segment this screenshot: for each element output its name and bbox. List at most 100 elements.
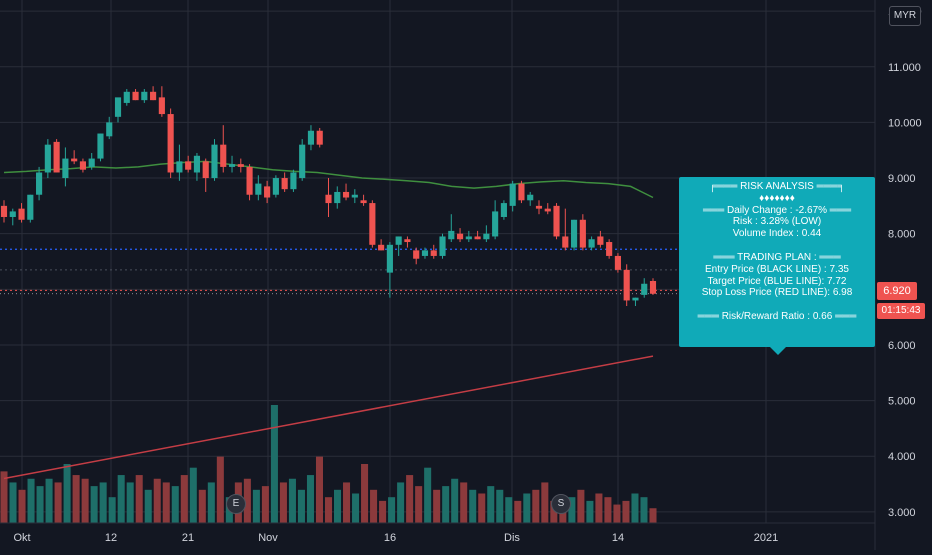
- y-tick-label: 11.000: [888, 62, 921, 74]
- candle-body: [272, 178, 279, 195]
- candle-body: [579, 219, 586, 248]
- candle-body: [439, 236, 446, 256]
- volume-bar: [162, 482, 170, 523]
- candle-body: [413, 250, 420, 259]
- candle-body: [97, 133, 104, 159]
- candle-body: [614, 255, 621, 270]
- candle-body: [570, 219, 578, 248]
- volume-bar: [333, 489, 342, 523]
- candle-body: [176, 161, 183, 173]
- candle-body: [220, 144, 227, 167]
- candle-body: [211, 144, 218, 179]
- volume-bar: [81, 478, 89, 523]
- x-tick-label: 16: [384, 532, 396, 544]
- candle-body: [123, 91, 130, 103]
- volume-bar: [595, 493, 603, 523]
- volume-bar: [36, 486, 44, 523]
- candle-body: [167, 114, 174, 173]
- candle-body: [632, 297, 639, 301]
- candle-body: [88, 158, 95, 167]
- candle-body: [588, 239, 595, 248]
- candle-body: [71, 158, 78, 162]
- risk-analysis-panel: ╒═══ RISK ANALYSIS ═══╕ ♦♦♦♦♦♦♦ ═══ Dail…: [679, 177, 875, 347]
- indicator-lines: [0, 160, 875, 480]
- volume-bar: [90, 486, 98, 523]
- candle-body: [44, 144, 51, 173]
- candle-body: [421, 250, 429, 256]
- target-price-text: Target Price (BLUE LINE): 7.72: [707, 275, 847, 287]
- candle-body: [53, 141, 60, 173]
- candle-body: [509, 183, 516, 206]
- volume-bar: [144, 489, 152, 523]
- volume-bar: [54, 482, 62, 523]
- x-tick-label: 21: [182, 532, 194, 544]
- volume-bar: [45, 478, 53, 523]
- y-tick-label: 5.000: [888, 396, 916, 408]
- volume-bar: [72, 475, 80, 523]
- candle-body: [114, 97, 122, 117]
- candle-body: [544, 208, 551, 212]
- risk-diamonds: ♦♦♦♦♦♦♦: [759, 192, 795, 204]
- candle-body: [141, 91, 148, 101]
- volume-bar: [568, 497, 576, 523]
- volume-bar: [288, 478, 296, 523]
- volume-bar: [189, 467, 197, 523]
- volume-bar: [613, 504, 621, 523]
- candle-body: [527, 194, 534, 201]
- candle-body: [623, 269, 630, 301]
- candle-body: [27, 194, 34, 220]
- volume-bar: [171, 486, 179, 523]
- volume-index-text: Volume Index : 0.44: [732, 228, 822, 240]
- volume-bar: [649, 508, 657, 523]
- risk-title: ╒═══ RISK ANALYSIS ═══╕: [709, 181, 845, 192]
- risk-reward-text: ═══ Risk/Reward Ratio : 0.66 ═══: [697, 311, 857, 323]
- candle-body: [395, 236, 402, 245]
- candle-body: [316, 130, 323, 145]
- candle-body: [228, 164, 236, 167]
- volume-bar: [63, 464, 71, 523]
- candle-body: [448, 230, 455, 240]
- candles[interactable]: [0, 86, 657, 307]
- volume-bar: [279, 482, 287, 523]
- candle-body: [360, 200, 367, 204]
- volume-bar: [315, 456, 324, 523]
- y-tick-label: 10.000: [888, 117, 922, 129]
- volume-bar: [153, 478, 161, 523]
- earnings-event-icon[interactable]: E: [226, 494, 246, 514]
- volume-bar: [324, 497, 333, 523]
- currency-badge[interactable]: MYR: [889, 6, 921, 26]
- daily-change-text: ═══ Daily Change : -2.67% ═══: [702, 204, 852, 216]
- entry-price-text: Entry Price (BLACK LINE) : 7.35: [705, 263, 849, 275]
- volume-bar: [117, 475, 125, 523]
- volume-bar: [216, 456, 224, 523]
- candle-body: [307, 130, 315, 145]
- y-tick-label: 9.000: [888, 173, 916, 185]
- split-event-icon[interactable]: S: [551, 494, 571, 514]
- candle-body: [299, 144, 306, 179]
- candle-body: [492, 211, 499, 237]
- volume-bar: [604, 497, 612, 523]
- volume-bar: [415, 486, 423, 523]
- volume-bar: [361, 464, 369, 523]
- candle-body: [465, 236, 472, 240]
- candle-body: [606, 242, 613, 256]
- stop-loss-text: Stop Loss Price (RED LINE): 6.98: [701, 287, 853, 299]
- candle-body: [518, 183, 525, 201]
- candle-body: [106, 122, 113, 137]
- risk-panel-pointer: [770, 347, 786, 355]
- y-tick-label: 8.000: [888, 229, 916, 241]
- volume-bar: [99, 482, 107, 523]
- last-price-label: 6.920: [877, 282, 917, 300]
- volume-bar: [252, 489, 260, 523]
- volume-bar: [433, 489, 441, 523]
- candle-body: [535, 205, 543, 209]
- volume-bar: [586, 500, 594, 523]
- candle-body: [202, 161, 209, 179]
- y-tick-label: 6.000: [888, 340, 916, 352]
- volume-bar: [9, 482, 17, 523]
- candle-body: [474, 236, 481, 240]
- candle-body: [255, 183, 262, 195]
- x-tick-label: Okt: [13, 532, 30, 544]
- volume-bar: [343, 482, 351, 523]
